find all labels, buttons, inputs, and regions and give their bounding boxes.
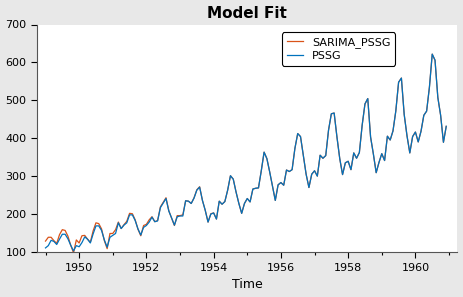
PSSG (43, 246, 48, 250)
SARIMA_PSSG (444, 124, 449, 128)
PSSG (71, 249, 76, 253)
PSSG (332, 111, 337, 115)
SARIMA_PSSG (368, 135, 373, 139)
PSSG (430, 52, 435, 56)
X-axis label: Time: Time (232, 279, 263, 291)
SARIMA_PSSG (332, 111, 337, 115)
SARIMA_PSSG (169, 217, 175, 220)
PSSG (104, 245, 110, 249)
Legend: SARIMA_PSSG, PSSG: SARIMA_PSSG, PSSG (282, 32, 395, 66)
SARIMA_PSSG (430, 52, 435, 56)
PSSG (444, 124, 449, 128)
PSSG (373, 171, 379, 174)
Title: Model Fit: Model Fit (207, 6, 287, 20)
PSSG (169, 216, 175, 220)
SARIMA_PSSG (74, 238, 79, 242)
SARIMA_PSSG (43, 239, 48, 243)
Line: PSSG: PSSG (45, 54, 446, 251)
PSSG (74, 244, 79, 247)
SARIMA_PSSG (104, 247, 110, 250)
SARIMA_PSSG (71, 251, 76, 255)
SARIMA_PSSG (373, 171, 379, 174)
Line: SARIMA_PSSG: SARIMA_PSSG (45, 54, 446, 253)
PSSG (368, 135, 373, 139)
